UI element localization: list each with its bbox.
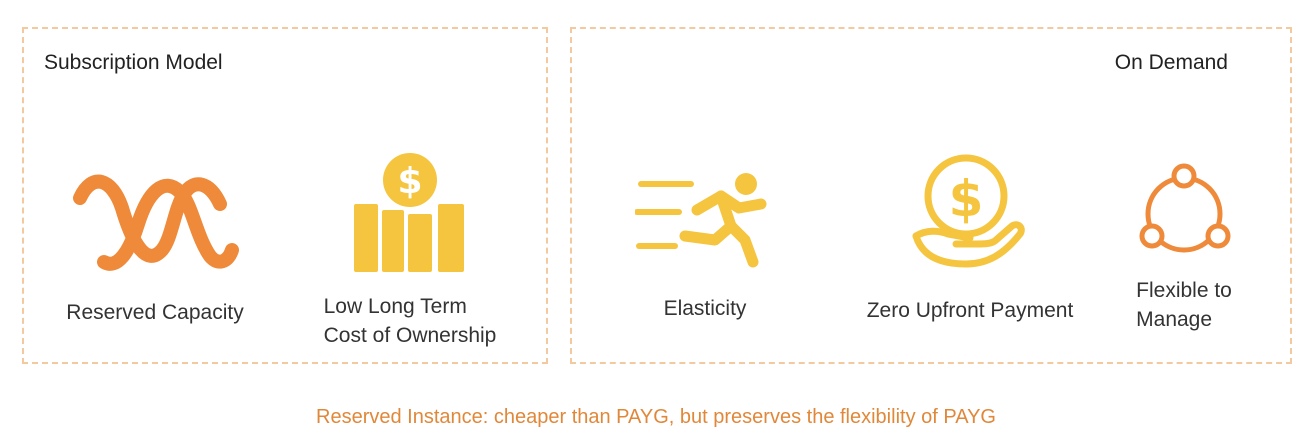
- flexible-label-line2: Manage: [1136, 308, 1213, 331]
- on-demand-title: On Demand: [1114, 51, 1228, 74]
- low-cost-item: $ Low Long Term Cost of Ownership: [320, 150, 500, 350]
- low-cost-label: Low Long Term Cost of Ownership: [324, 292, 497, 350]
- subscription-title: Subscription Model: [44, 51, 223, 74]
- running-person-icon: [635, 173, 767, 268]
- svg-text:$: $: [949, 170, 984, 228]
- zero-upfront-item: $ Zero Upfront Payment: [852, 152, 1088, 325]
- reserved-capacity-label: Reserved Capacity: [66, 301, 244, 324]
- wave-capacity-icon: [73, 174, 239, 271]
- dollar-hand-icon: $: [912, 154, 1025, 268]
- low-cost-label-line2: Cost of Ownership: [323, 324, 497, 347]
- subscription-panel: Subscription Model: [22, 27, 548, 364]
- low-cost-label-line1: Low Long Term: [323, 295, 467, 318]
- svg-text:$: $: [397, 161, 422, 202]
- flexible-item: Flexible to Manage: [1124, 162, 1244, 334]
- zero-upfront-label: Zero Upfront Payment: [866, 299, 1074, 322]
- elasticity-label: Elasticity: [663, 297, 747, 320]
- nodes-cycle-icon: [1139, 163, 1231, 253]
- dollar-bars-icon: $: [354, 150, 464, 272]
- flexible-label-line1: Flexible to: [1136, 279, 1232, 302]
- flexible-label: Flexible to Manage: [1136, 276, 1232, 334]
- on-demand-panel: On Demand: [570, 27, 1292, 364]
- elasticity-item: Elasticity: [630, 168, 780, 323]
- reserved-capacity-item: Reserved Capacity: [60, 170, 250, 327]
- bottom-caption: Reserved Instance: cheaper than PAYG, bu…: [316, 406, 996, 428]
